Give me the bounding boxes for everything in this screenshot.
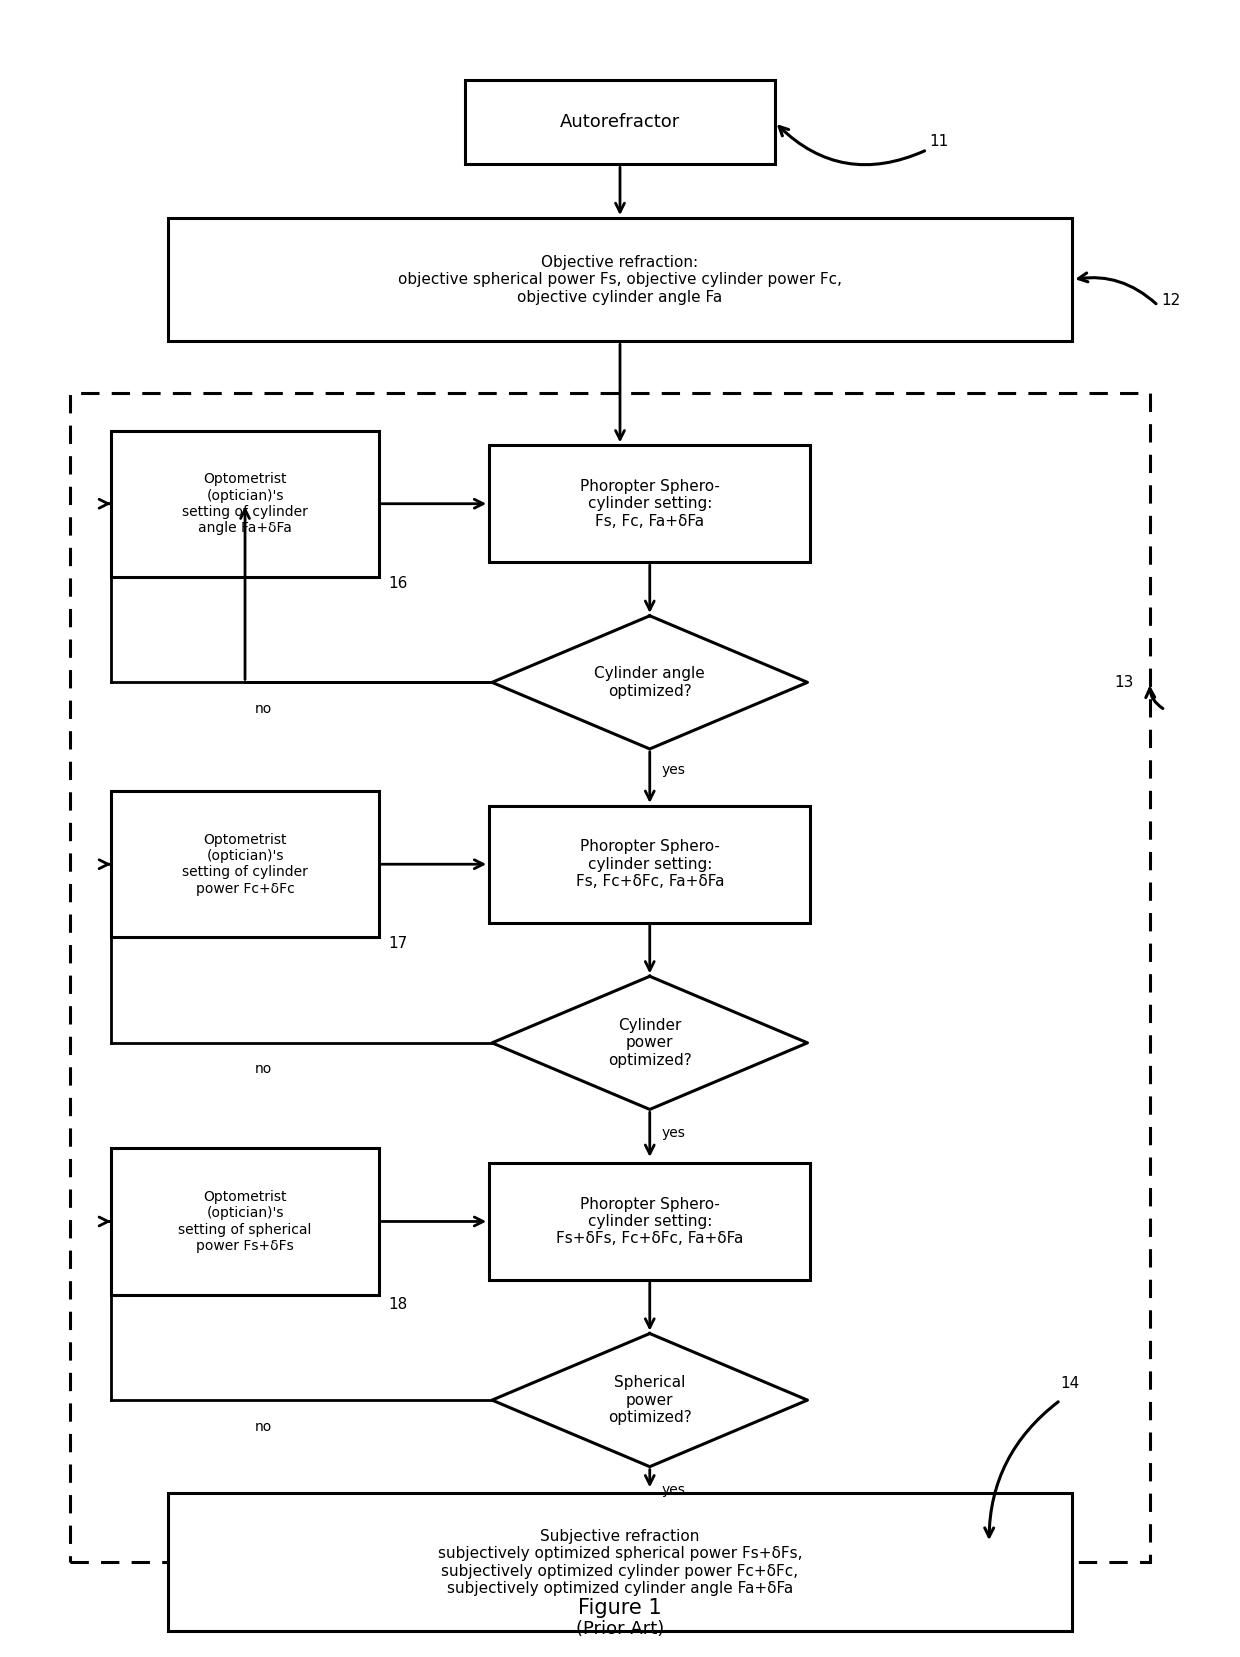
Text: yes: yes bbox=[662, 1125, 686, 1140]
Text: no: no bbox=[254, 1062, 272, 1077]
Text: Optometrist
(optician)'s
setting of cylinder
power Fc+δFc: Optometrist (optician)'s setting of cyli… bbox=[182, 833, 308, 895]
Polygon shape bbox=[492, 1334, 807, 1466]
FancyBboxPatch shape bbox=[489, 1163, 811, 1279]
FancyBboxPatch shape bbox=[167, 1493, 1073, 1632]
Text: no: no bbox=[254, 1420, 272, 1433]
Text: Optometrist
(optician)'s
setting of cylinder
angle Fa+δFa: Optometrist (optician)'s setting of cyli… bbox=[182, 472, 308, 535]
Polygon shape bbox=[492, 616, 807, 749]
Text: Optometrist
(optician)'s
setting of spherical
power Fs+δFs: Optometrist (optician)'s setting of sphe… bbox=[179, 1190, 311, 1253]
Text: Phoropter Sphero-
cylinder setting:
Fs, Fc+δFc, Fa+δFa: Phoropter Sphero- cylinder setting: Fs, … bbox=[575, 840, 724, 890]
Text: 12: 12 bbox=[1162, 293, 1180, 308]
Text: no: no bbox=[254, 703, 272, 716]
Text: Subjective refraction
subjectively optimized spherical power Fs+δFs,
subjectivel: Subjective refraction subjectively optim… bbox=[438, 1529, 802, 1596]
FancyBboxPatch shape bbox=[489, 805, 811, 923]
Text: Objective refraction:
objective spherical power Fs, objective cylinder power Fc,: Objective refraction: objective spherica… bbox=[398, 255, 842, 305]
FancyBboxPatch shape bbox=[112, 431, 379, 577]
FancyBboxPatch shape bbox=[489, 446, 811, 562]
Text: Phoropter Sphero-
cylinder setting:
Fs, Fc, Fa+δFa: Phoropter Sphero- cylinder setting: Fs, … bbox=[580, 479, 719, 529]
Text: 17: 17 bbox=[388, 936, 407, 951]
Text: Figure 1: Figure 1 bbox=[578, 1597, 662, 1617]
Text: Spherical
power
optimized?: Spherical power optimized? bbox=[608, 1375, 692, 1425]
Text: Cylinder
power
optimized?: Cylinder power optimized? bbox=[608, 1017, 692, 1067]
Polygon shape bbox=[492, 976, 807, 1110]
Text: 11: 11 bbox=[930, 134, 949, 149]
Text: Phoropter Sphero-
cylinder setting:
Fs+δFs, Fc+δFc, Fa+δFa: Phoropter Sphero- cylinder setting: Fs+δ… bbox=[556, 1196, 744, 1246]
Text: yes: yes bbox=[662, 762, 686, 777]
Text: Autorefractor: Autorefractor bbox=[560, 113, 680, 131]
FancyBboxPatch shape bbox=[465, 80, 775, 164]
Text: 18: 18 bbox=[388, 1297, 407, 1312]
Text: 16: 16 bbox=[388, 575, 407, 592]
Text: Cylinder angle
optimized?: Cylinder angle optimized? bbox=[594, 666, 706, 699]
FancyBboxPatch shape bbox=[112, 790, 379, 938]
Text: (Prior Art): (Prior Art) bbox=[575, 1621, 665, 1639]
FancyBboxPatch shape bbox=[112, 1148, 379, 1294]
FancyBboxPatch shape bbox=[167, 219, 1073, 341]
Text: yes: yes bbox=[662, 1483, 686, 1496]
Text: 13: 13 bbox=[1114, 674, 1133, 689]
Text: 14: 14 bbox=[1060, 1377, 1080, 1392]
